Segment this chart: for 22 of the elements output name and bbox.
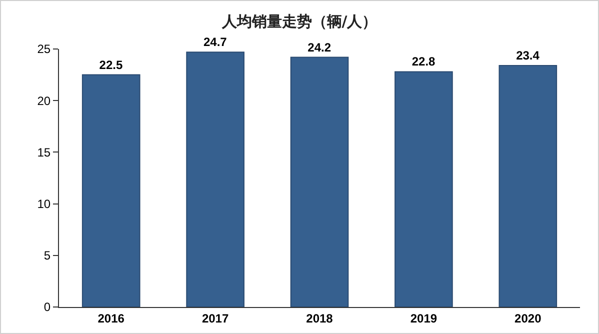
data-label: 22.8 [412,54,436,69]
x-tick-label: 2019 [410,311,438,326]
bar [82,74,140,307]
data-label: 24.7 [203,35,228,50]
data-label: 22.5 [99,58,123,72]
bar [186,52,244,307]
y-tick-label: 10 [37,197,51,211]
bar [498,65,558,307]
y-tick-label: 5 [44,248,51,263]
data-label: 24.2 [308,40,332,54]
bar [394,71,453,307]
x-tick-label: 2018 [306,311,334,326]
x-tick-label: 2017 [202,311,229,326]
chart-title: 人均销量走势（辆/人） [220,12,378,30]
y-tick-label: 20 [37,94,51,108]
y-tick-label: 0 [44,300,51,314]
y-tick-label: 25 [37,42,51,56]
bar [290,56,349,307]
data-label: 23.4 [516,48,540,63]
x-tick-label: 2020 [514,311,542,326]
y-tick-label: 15 [37,145,51,160]
x-tick-label: 2016 [98,311,125,326]
